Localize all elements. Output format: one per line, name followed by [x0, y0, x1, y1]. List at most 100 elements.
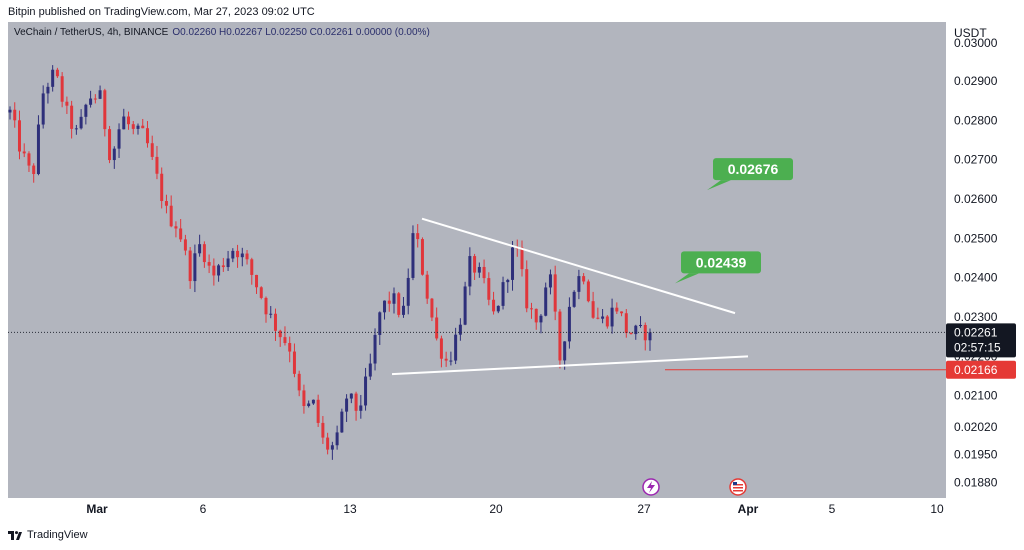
candle-body	[596, 317, 600, 319]
price-tick-label: 0.02100	[954, 389, 998, 403]
candle-body	[511, 247, 515, 280]
candle-body	[269, 313, 273, 315]
last-price-tag	[946, 323, 1016, 358]
target-badge	[713, 158, 793, 181]
ohlc-values: O0.02260 H0.02267 L0.02250 C0.02261 0.00…	[172, 27, 430, 38]
date-tick-label: 20	[489, 502, 503, 516]
candle-body	[22, 151, 26, 154]
candle-body	[169, 205, 173, 227]
target-pointer	[675, 273, 699, 284]
candle-body	[122, 116, 126, 130]
candle-body	[321, 422, 325, 438]
price-tick-label: 0.01950	[954, 448, 998, 462]
axis-corner	[946, 498, 1016, 520]
price-tick-label: 0.03000	[954, 36, 998, 50]
candle-body	[468, 256, 472, 287]
candle-body	[629, 333, 633, 335]
candle-body	[425, 274, 429, 299]
candle-body	[297, 373, 301, 391]
chart-pane[interactable]	[8, 22, 946, 498]
candle-body	[207, 262, 211, 266]
candle-body	[397, 293, 401, 315]
candle-body	[359, 405, 363, 411]
date-tick-label: 10	[930, 502, 944, 516]
candle-body	[93, 98, 97, 100]
candle-body	[278, 330, 282, 338]
lightning-event-icon	[642, 478, 660, 496]
candle-body	[567, 306, 571, 342]
candle-body	[416, 233, 420, 240]
candle-body	[529, 308, 533, 310]
candle-body	[548, 274, 552, 288]
candle-body	[283, 337, 287, 344]
last-price-value: 0.02261	[954, 325, 998, 339]
candle-body	[311, 399, 315, 404]
candle-body	[392, 293, 396, 304]
candle-body	[127, 116, 131, 125]
candle-body	[41, 93, 45, 125]
candle-body	[620, 311, 624, 314]
candle-body	[112, 148, 116, 161]
flag-canton	[733, 482, 737, 485]
symbol-name[interactable]: VeChain / TetherUS, 4h, BINANCE	[14, 27, 169, 38]
candle-body	[648, 332, 652, 341]
candle-body	[449, 360, 453, 362]
target-badge	[681, 251, 761, 274]
candle-body	[98, 90, 102, 99]
labels-group	[642, 478, 747, 496]
price-tick-label: 0.02500	[954, 231, 998, 245]
level-price-tag	[946, 360, 1016, 379]
candle-body	[198, 244, 202, 254]
flag-stripe	[733, 490, 743, 492]
candle-body	[340, 411, 344, 433]
symbol-legend[interactable]: VeChain / TetherUS, 4h, BINANCE O0.02260 …	[14, 27, 430, 38]
candle-body	[411, 233, 415, 278]
tradingview-logo-icon	[8, 530, 22, 540]
candle-body	[558, 311, 562, 361]
candle-body	[183, 239, 187, 251]
candle-body	[145, 128, 149, 144]
currency-label: USDT	[954, 26, 987, 40]
candle-body	[273, 313, 277, 331]
candle-body	[236, 250, 240, 258]
candle-body	[174, 226, 178, 229]
candle-body	[179, 228, 183, 240]
date-tick-label: 27	[637, 502, 651, 516]
candle-body	[160, 173, 164, 202]
candle-body	[520, 247, 524, 270]
candle-body	[131, 124, 135, 129]
candle-body	[364, 376, 368, 406]
candle-body	[482, 266, 486, 279]
flag-stripe	[733, 484, 743, 486]
candle-body	[501, 282, 505, 306]
support-trendline	[391, 355, 749, 376]
target-label: 0.02439	[696, 254, 747, 270]
candle-body	[553, 274, 557, 312]
lightning-bolt	[647, 481, 655, 493]
candles-group	[8, 65, 652, 460]
target-label: 0.02676	[728, 161, 779, 177]
date-ticks-group: Mar 6 13 20 27 Apr 5 10	[86, 502, 944, 516]
candle-body	[335, 432, 339, 446]
footer-brand[interactable]: TradingView	[8, 529, 88, 541]
candle-body	[563, 341, 567, 361]
time-axis[interactable]	[8, 498, 946, 520]
date-tick-label: 13	[343, 502, 357, 516]
candle-body	[217, 265, 221, 276]
candle-body	[368, 363, 372, 377]
candle-body	[634, 325, 638, 335]
candle-body	[65, 101, 69, 106]
price-tick-label: 0.02300	[954, 310, 998, 324]
date-tick-label: Mar	[86, 502, 108, 516]
candle-body	[103, 90, 107, 130]
candle-body	[74, 128, 78, 130]
candle-body	[27, 153, 31, 166]
candle-body	[354, 393, 358, 411]
candle-body	[420, 239, 424, 275]
resistance-trendline	[421, 217, 736, 315]
candle-body	[492, 299, 496, 312]
candle-body	[292, 351, 296, 374]
candle-body	[383, 300, 387, 313]
price-axis[interactable]	[946, 22, 1016, 498]
